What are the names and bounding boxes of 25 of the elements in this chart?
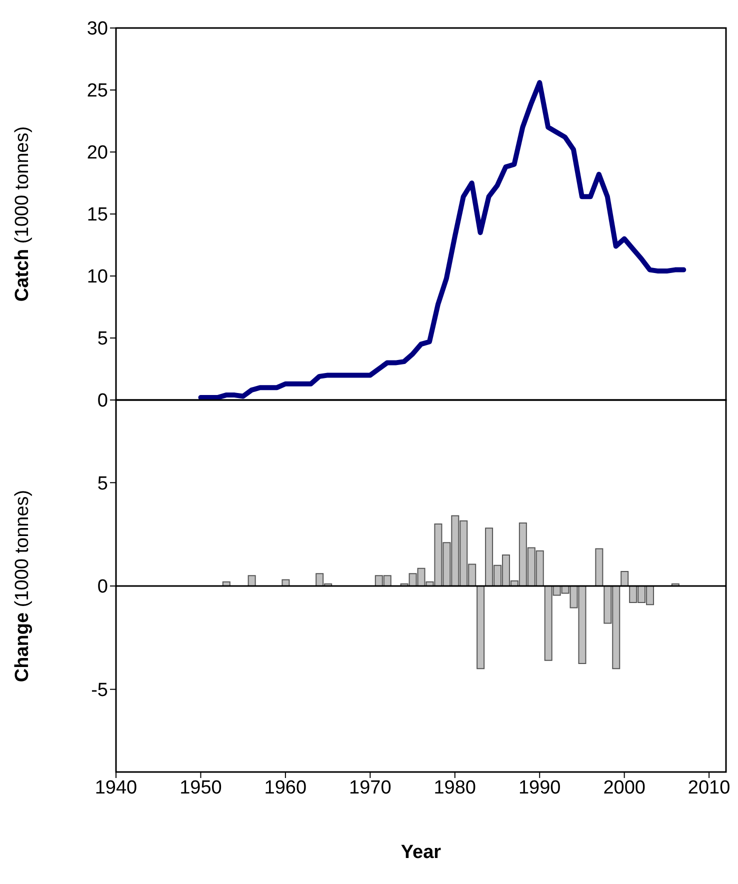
- y-tick-label: -5: [91, 680, 108, 702]
- bar: [476, 586, 485, 670]
- bar: [620, 571, 629, 586]
- y-tick-label: 30: [86, 18, 108, 40]
- x-tick-label: 2010: [688, 777, 730, 798]
- bar: [595, 548, 604, 586]
- x-tick-label: 1980: [434, 777, 476, 798]
- y-tick-label: 15: [86, 204, 108, 226]
- y-tick-label: 0: [97, 576, 108, 598]
- x-tick-label: 1960: [264, 777, 307, 798]
- x-tick-label: 1950: [180, 777, 222, 798]
- x-tick-label: 1940: [94, 777, 138, 798]
- x-tick-label: 1990: [518, 777, 561, 798]
- y-tick-label: 5: [97, 473, 108, 494]
- bar: [248, 575, 256, 586]
- x-axis-title: Year: [400, 842, 442, 863]
- y-axis-title: Catch (1000 tonnes): [12, 126, 33, 302]
- x-tick-label: 2000: [603, 777, 646, 798]
- y-tick-label: 0: [97, 390, 108, 412]
- y-tick-label: 25: [86, 80, 108, 102]
- y-tick-label: 10: [86, 266, 108, 288]
- y-tick-label: 20: [86, 142, 108, 164]
- y-axis-title: Change (1000 tonnes): [12, 490, 33, 682]
- y-tick-label: 5: [97, 328, 108, 350]
- x-tick-label: 1970: [349, 777, 392, 798]
